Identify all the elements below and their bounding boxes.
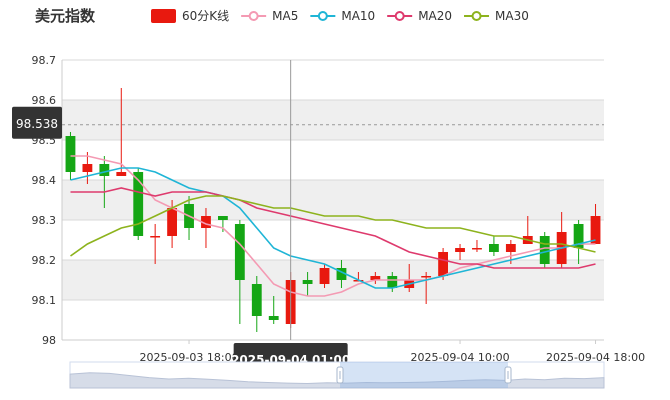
crosshair-price-box (12, 106, 62, 139)
y-tick-label: 98.7 (32, 54, 57, 67)
candle-body (234, 224, 245, 280)
zoom-handle-right[interactable] (504, 366, 512, 384)
candle-body (167, 208, 178, 236)
candle-body (217, 216, 228, 220)
candle-body (201, 216, 211, 228)
x-tick-label: 2025-09-03 18:00 (139, 351, 238, 364)
y-tick-label: 98.1 (32, 294, 57, 307)
legend-item-ma30[interactable]: MA30 (464, 9, 529, 23)
x-axis: 2025-09-03 18:00 2025-09-04 10:00 2025-09-… (139, 340, 645, 364)
legend-swatch-marker (394, 11, 405, 21)
candle[interactable] (133, 168, 144, 240)
grid-band (62, 100, 604, 140)
candle-body (268, 316, 279, 320)
y-tick-label: 98.4 (32, 174, 57, 187)
x-tick-label: 2025-09-04 10:00 (410, 351, 509, 364)
candle[interactable] (65, 132, 76, 180)
candle-body (133, 172, 144, 236)
ma-line-ma30 (70, 195, 596, 257)
y-tick-label: 98 (42, 334, 56, 347)
candle-body (302, 280, 313, 284)
candle-body (251, 284, 262, 316)
candle-body (472, 248, 482, 250)
candle[interactable] (573, 220, 584, 264)
y-tick-label: 98.6 (32, 94, 57, 107)
zoom-selection[interactable] (340, 362, 508, 388)
ma-line-ma10 (70, 167, 596, 289)
candle[interactable] (590, 204, 601, 244)
candle[interactable] (99, 156, 110, 208)
ma-lines (70, 155, 596, 297)
ma-line-ma5 (70, 155, 596, 297)
legend-swatch-marker (317, 11, 328, 21)
candle-body (421, 276, 432, 278)
candle-body (319, 268, 330, 284)
candle[interactable] (268, 296, 279, 324)
candle-body (590, 216, 601, 244)
candle[interactable] (82, 152, 93, 184)
candle-body (573, 224, 584, 248)
candle-body (65, 136, 76, 172)
crosshair-price-label: 98.538 (16, 117, 58, 131)
y-tick-label: 98.3 (32, 214, 57, 227)
candle-body (505, 244, 516, 252)
legend-swatch-marker (471, 11, 482, 21)
grid-bands (62, 100, 604, 300)
y-tick-label: 98.2 (32, 254, 57, 267)
legend-swatch (151, 9, 176, 23)
candle-body (150, 236, 161, 238)
grid-band (62, 180, 604, 220)
candle-body (116, 172, 127, 176)
candle-body (438, 252, 449, 276)
legend-label: 60分K线 (182, 9, 229, 23)
candle[interactable] (302, 272, 313, 296)
legend[interactable]: 60分K线 MA5 MA10 MA20 MA30 (151, 9, 529, 23)
candle[interactable] (472, 240, 482, 252)
ma-line-ma20 (70, 187, 596, 269)
candle-body (455, 248, 465, 252)
chart-title: 美元指数 (35, 7, 96, 25)
data-zoom-slider[interactable] (69, 361, 605, 389)
legend-label: MA20 (418, 9, 452, 23)
legend-label: MA30 (495, 9, 529, 23)
candle-body (336, 268, 347, 280)
zoom-overview-area (69, 372, 605, 389)
zoom-handle-left[interactable] (336, 366, 344, 384)
candle-body (99, 164, 110, 176)
legend-item-ma20[interactable]: MA20 (387, 9, 452, 23)
candle[interactable] (234, 220, 245, 324)
candle[interactable] (370, 272, 381, 284)
candle[interactable] (438, 248, 449, 280)
candle[interactable] (421, 272, 432, 304)
legend-label: MA5 (272, 9, 298, 23)
legend-item-ma5[interactable]: MA5 (241, 9, 298, 23)
candle-body (539, 236, 550, 264)
candle-body (82, 164, 93, 172)
legend-item-ma10[interactable]: MA10 (310, 9, 375, 23)
x-tick-label: 2025-09-04 18:00 (546, 351, 645, 364)
candle[interactable] (201, 208, 211, 248)
candle[interactable] (217, 216, 228, 232)
candle[interactable] (488, 236, 499, 256)
candle[interactable] (539, 232, 550, 268)
candle[interactable] (336, 260, 347, 288)
legend-swatch-marker (248, 11, 259, 21)
candle-body (488, 244, 499, 252)
candle[interactable] (251, 276, 262, 332)
candle[interactable] (455, 244, 465, 260)
candle[interactable] (319, 264, 330, 288)
candle-body (387, 276, 398, 288)
candle[interactable] (150, 224, 161, 264)
legend-label: MA10 (341, 9, 375, 23)
legend-item-60分k线[interactable]: 60分K线 (151, 9, 229, 23)
candle-body (370, 276, 381, 280)
candle[interactable] (116, 88, 127, 176)
